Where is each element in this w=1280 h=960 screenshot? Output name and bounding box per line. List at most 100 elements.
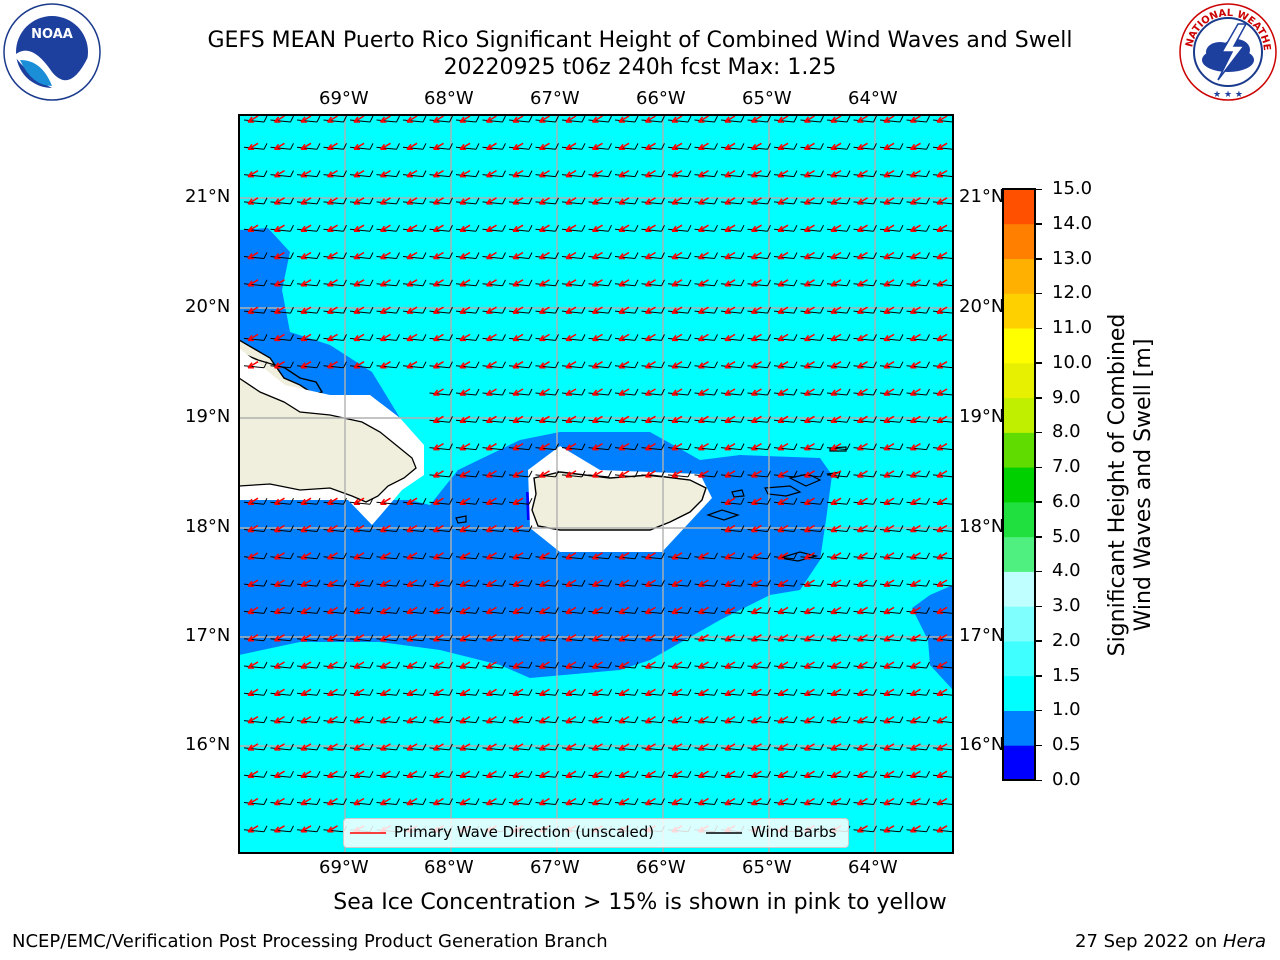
wave-direction-arrow — [697, 224, 709, 232]
wind-barb — [747, 252, 771, 259]
wave-direction-arrow — [750, 306, 762, 314]
wave-direction-arrow — [697, 388, 709, 396]
wave-direction-arrow — [803, 197, 815, 205]
wave-direction-arrow — [671, 470, 683, 478]
wind-barb — [429, 416, 453, 423]
wind-barb — [853, 743, 877, 751]
wave-direction-arrow — [777, 524, 789, 533]
wave-direction-arrow — [353, 115, 365, 123]
wind-barb — [906, 743, 930, 751]
wind-barb — [376, 552, 400, 560]
wave-direction-arrow — [326, 743, 338, 751]
wind-barb — [614, 170, 639, 178]
wave-direction-arrow — [247, 743, 259, 751]
wave-direction-arrow — [856, 688, 868, 697]
wind-barb — [588, 743, 612, 751]
wind-barb — [429, 252, 453, 259]
wind-barb — [694, 252, 718, 259]
wind-barb — [588, 634, 612, 642]
wave-direction-arrow — [485, 279, 497, 287]
wave-direction-arrow — [459, 415, 471, 424]
wave-direction-arrow — [432, 661, 444, 669]
wind-barb — [800, 361, 824, 369]
wave-direction-arrow — [565, 306, 577, 314]
wind-barb — [588, 552, 612, 560]
wind-barb — [429, 579, 453, 587]
wind-barb — [641, 224, 665, 232]
wave-direction-arrow — [909, 743, 921, 751]
wave-direction-arrow — [724, 497, 736, 505]
wave-direction-arrow — [273, 224, 285, 232]
wave-direction-arrow — [909, 497, 921, 505]
wave-direction-arrow — [697, 579, 709, 587]
wave-direction-arrow — [406, 497, 418, 505]
colorbar-tick-label: 1.5 — [1052, 664, 1081, 686]
wind-barb — [932, 802, 953, 805]
wave-direction-arrow — [830, 661, 842, 669]
wind-barb — [508, 388, 533, 396]
wind-barb — [932, 829, 953, 833]
wave-direction-arrow — [353, 169, 365, 178]
wind-barb — [614, 770, 639, 778]
wave-direction-arrow — [936, 661, 948, 669]
wind-barb — [667, 388, 692, 396]
wind-barb — [508, 334, 533, 341]
wave-direction-arrow — [406, 251, 418, 260]
wave-direction-arrow — [326, 115, 338, 123]
wave-direction-arrow — [724, 142, 736, 151]
wave-direction-arrow — [618, 579, 630, 587]
wave-direction-arrow — [803, 388, 815, 396]
wave-direction-arrow — [724, 770, 736, 778]
wind-barb — [429, 170, 453, 178]
wind-barb — [879, 143, 904, 150]
wind-barb — [508, 743, 533, 751]
wave-direction-arrow — [247, 552, 259, 560]
wave-direction-arrow — [909, 306, 921, 314]
wave-direction-arrow — [432, 251, 444, 260]
wind-barb — [720, 798, 745, 805]
wave-direction-arrow — [406, 224, 418, 232]
nws-logo: NATIONAL WEATHER SERVICE ★ ★ ★ — [1178, 2, 1277, 101]
colorbar-tick-label: 15.0 — [1052, 178, 1093, 199]
wind-barb — [614, 607, 639, 614]
wave-direction-arrow — [538, 797, 550, 806]
wave-direction-arrow — [618, 415, 630, 424]
wind-barb — [720, 579, 745, 587]
wind-barb — [376, 334, 400, 341]
wind-barb — [906, 443, 930, 451]
wind-barb — [508, 224, 533, 232]
wave-direction-arrow — [565, 470, 577, 478]
wave-direction-arrow — [936, 552, 948, 560]
wind-barb — [535, 388, 559, 396]
wind-barb — [270, 689, 294, 696]
wind-barb — [694, 361, 718, 369]
wind-barb — [932, 474, 953, 478]
wave-direction-arrow — [379, 715, 391, 724]
wind-barb — [243, 334, 268, 341]
colorbar-cell — [1003, 189, 1035, 225]
wind-barb — [296, 798, 321, 805]
wind-barb — [932, 665, 953, 669]
wave-direction-arrow — [803, 333, 815, 342]
wind-barb — [826, 497, 851, 505]
wave-direction-arrow — [565, 224, 577, 232]
wind-barb — [720, 416, 745, 423]
wind-barb — [588, 416, 612, 423]
wind-barb — [349, 306, 374, 314]
wind-barb — [535, 224, 559, 232]
wind-barb — [588, 334, 612, 341]
wind-barb — [667, 770, 692, 778]
wind-barb — [747, 170, 771, 178]
wind-barb — [773, 443, 798, 451]
wind-barb — [853, 661, 877, 669]
wind-barb — [694, 716, 718, 724]
wave-direction-arrow — [512, 415, 524, 424]
lon-label-bottom: 68°W — [424, 857, 474, 878]
wind-barb — [879, 334, 904, 341]
wind-barb — [588, 770, 612, 778]
map-legend: Primary Wave Direction (unscaled) Wind B… — [343, 818, 849, 848]
wave-direction-arrow — [512, 251, 524, 260]
wave-direction-arrow — [830, 306, 842, 314]
wave-direction-arrow — [432, 279, 444, 287]
wind-barb — [482, 279, 506, 287]
